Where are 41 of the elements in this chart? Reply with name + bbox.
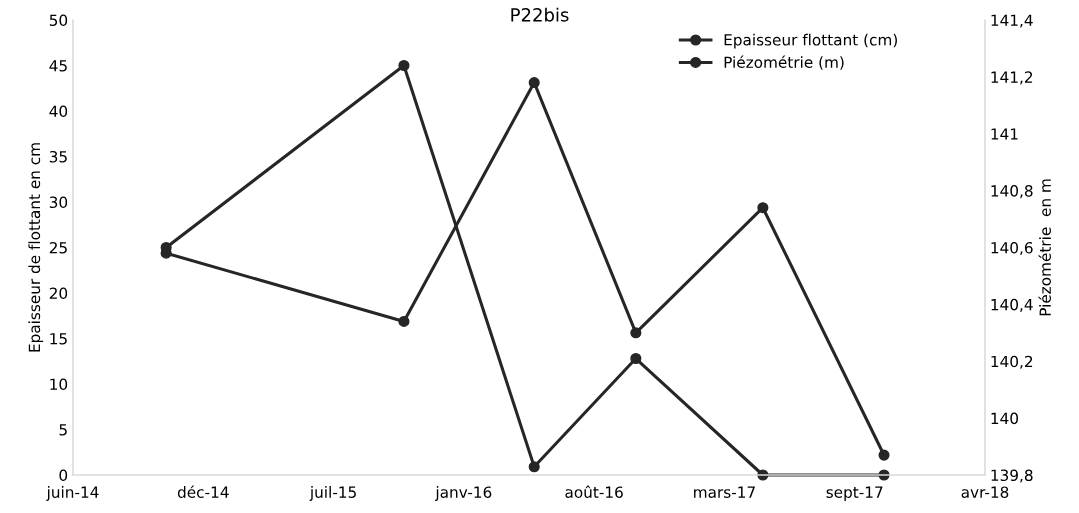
- y-tick-label: 10: [50, 378, 68, 391]
- y2-tick-label: 139,8: [991, 469, 1033, 483]
- point: [878, 449, 890, 461]
- y-tick-label: 30: [49, 196, 68, 209]
- y-tick-label: 5: [59, 424, 67, 436]
- y2-tick-label: 141,2: [991, 71, 1033, 85]
- point: [398, 315, 410, 327]
- y2-axis-title: Piézométrie en m: [1038, 179, 1051, 316]
- y-tick-label: 25: [49, 241, 67, 254]
- y-tick-label: 0: [59, 469, 68, 482]
- y2-tick-label: 140,6: [991, 241, 1033, 256]
- point: [630, 352, 642, 365]
- x-tick-label: janv-16: [435, 486, 492, 501]
- x-tick-label: déc-14: [177, 485, 229, 498]
- y-tick-label: 50: [49, 14, 68, 27]
- legend-label: Piézométrie (m): [724, 55, 844, 70]
- y2-tick-label: 140,2: [991, 355, 1033, 369]
- x-tick-label: juil-15: [309, 486, 356, 501]
- x-tick-label: avr-18: [961, 486, 1009, 498]
- y2-tick-label: 141,4: [991, 14, 1033, 28]
- y-tick-label: 20: [49, 287, 68, 300]
- point: [757, 202, 769, 214]
- point: [528, 461, 540, 473]
- x-tick-label: juin-14: [46, 486, 99, 501]
- y-tick-label: 40: [49, 105, 68, 118]
- point: [398, 59, 410, 72]
- x-tick-label: août-16: [565, 485, 623, 498]
- y2-tick-label: 140: [991, 412, 1019, 425]
- y-tick-label: 45: [49, 60, 67, 72]
- y2-tick-label: 141: [991, 128, 1018, 140]
- chart-title: P22bis: [511, 7, 569, 22]
- legend-label: Epaisseur flottant (cm): [724, 33, 897, 49]
- x-tick-label: mars-17: [694, 486, 755, 498]
- y-axis-title: Epaisseur de flottant en cm: [28, 143, 44, 352]
- point: [528, 77, 540, 89]
- y-tick-label: 15: [50, 333, 67, 345]
- y2-tick-label: 140,8: [991, 185, 1033, 199]
- y-tick-label: 35: [49, 150, 67, 163]
- y2-tick-label: 140,4: [991, 298, 1033, 312]
- point: [630, 327, 642, 339]
- x-tick-label: sept-17: [826, 486, 883, 501]
